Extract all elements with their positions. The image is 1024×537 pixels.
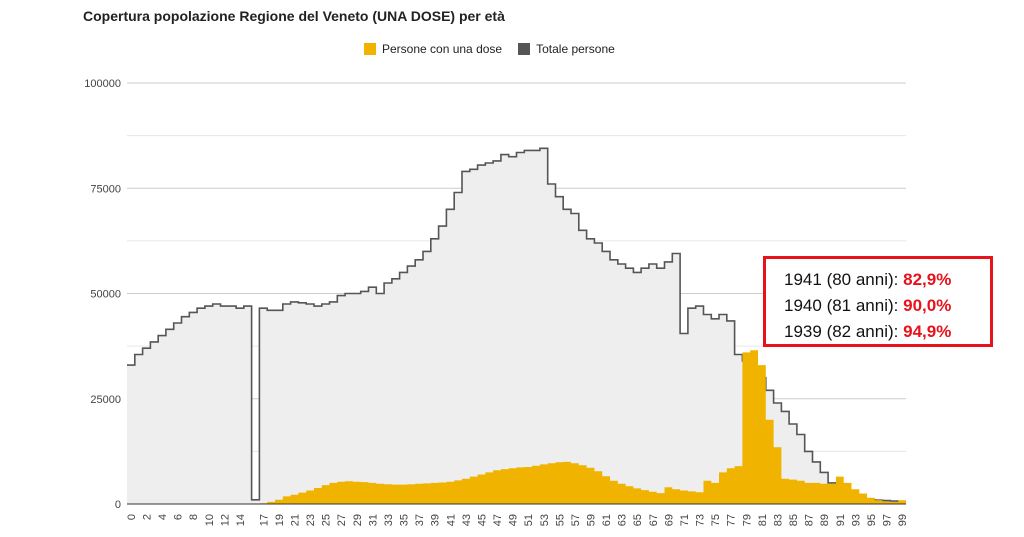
x-tick-label: 71 [679,514,691,526]
y-tick-label: 75000 [90,183,121,195]
callout-year: 1941 [784,270,822,289]
callout-box: 1941 (80 anni): 82,9% 1940 (81 anni): 90… [763,256,993,347]
series-total-line [127,147,906,503]
series-one-dose-area [127,350,906,504]
x-tick-label: 14 [235,514,247,526]
x-tick-label: 95 [866,514,878,526]
legend-label-total: Totale persone [536,42,615,56]
callout-line-1939: 1939 (82 anni): 94,9% [784,319,990,345]
callout-age: (81 anni): [826,296,899,315]
series-total-area [127,148,906,505]
x-tick-label: 10 [204,514,216,526]
x-tick-label: 63 [617,514,629,526]
x-tick-label: 33 [383,514,395,526]
x-tick-label: 49 [508,514,520,526]
x-tick-label: 43 [461,514,473,526]
x-tick-label: 61 [601,514,613,526]
callout-percent: 94,9% [903,322,952,341]
x-tick-label: 77 [726,514,738,526]
callout-age: (80 anni): [826,270,899,289]
callout-line-1941: 1941 (80 anni): 82,9% [784,267,990,293]
x-tick-label: 25 [321,514,333,526]
x-tick-label: 6 [173,514,185,520]
legend-item-total[interactable]: Totale persone [518,42,615,56]
x-tick-label: 69 [663,514,675,526]
x-tick-label: 65 [632,514,644,526]
legend: Persone con una dose Totale persone [364,42,631,56]
legend-label-one-dose: Persone con una dose [382,42,503,56]
x-tick-label: 81 [757,514,769,526]
x-tick-label: 87 [804,514,816,526]
callout-percent: 82,9% [903,270,952,289]
callout-year: 1940 [784,296,822,315]
x-tick-label: 39 [430,514,442,526]
x-tick-label: 27 [336,514,348,526]
x-tick-label: 12 [219,514,231,526]
callout-percent: 90,0% [903,296,952,315]
x-tick-label: 59 [586,514,598,526]
chart-title: Copertura popolazione Regione del Veneto… [83,8,505,24]
x-tick-label: 17 [258,514,270,526]
x-tick-label: 4 [157,514,169,520]
x-tick-label: 51 [523,514,535,526]
x-tick-label: 45 [476,514,488,526]
x-tick-label: 91 [835,514,847,526]
x-tick-label: 37 [414,514,426,526]
y-tick-label: 0 [115,499,121,511]
y-tick-label: 50000 [90,289,121,301]
x-tick-label: 19 [274,514,286,526]
x-tick-label: 93 [850,514,862,526]
callout-line-1940: 1940 (81 anni): 90,0% [784,293,990,319]
x-tick-label: 57 [570,514,582,526]
x-tick-label: 73 [695,514,707,526]
x-tick-label: 29 [352,514,364,526]
callout-age: (82 anni): [826,322,899,341]
x-tick-label: 47 [492,514,504,526]
legend-item-one-dose[interactable]: Persone con una dose [364,42,502,56]
x-tick-label: 0 [126,514,138,520]
x-tick-label: 75 [710,514,722,526]
legend-swatch-one-dose [364,43,376,55]
x-tick-label: 79 [741,514,753,526]
legend-swatch-total [518,43,531,55]
x-tick-label: 21 [289,514,301,526]
x-tick-label: 67 [648,514,660,526]
x-tick-label: 89 [819,514,831,526]
x-tick-label: 83 [772,514,784,526]
x-tick-label: 41 [445,514,457,526]
x-tick-label: 23 [305,514,317,526]
x-tick-label: 2 [141,514,153,520]
x-tick-label: 85 [788,514,800,526]
y-tick-label: 25000 [90,394,121,406]
y-tick-label: 100000 [84,78,121,90]
x-tick-label: 35 [399,514,411,526]
callout-year: 1939 [784,322,822,341]
x-tick-label: 99 [897,514,909,526]
x-tick-label: 53 [539,514,551,526]
x-tick-label: 8 [188,514,200,520]
x-tick-label: 97 [882,514,894,526]
x-tick-label: 31 [367,514,379,526]
x-tick-label: 55 [554,514,566,526]
